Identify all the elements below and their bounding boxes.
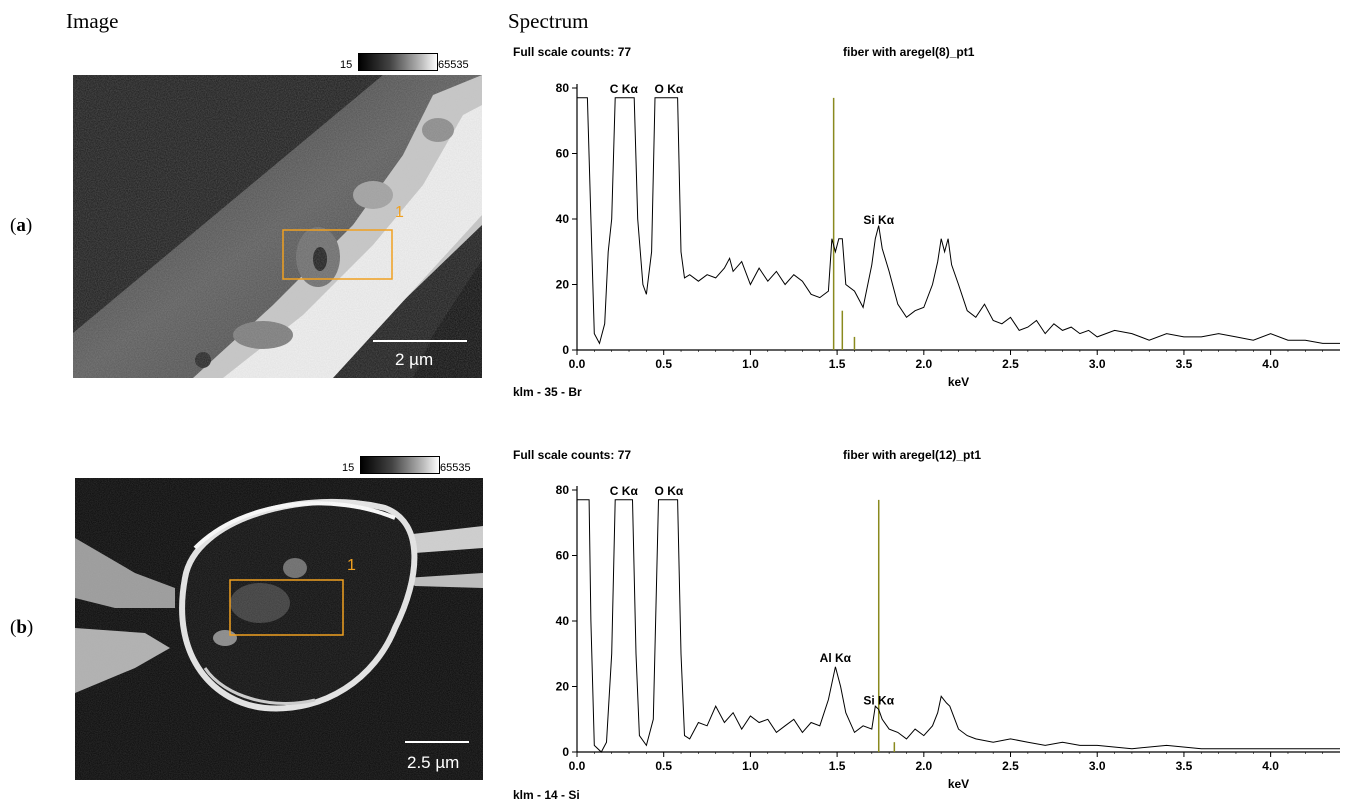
x-tick-label: 1.5 (829, 357, 846, 371)
x-tick-label: 0.0 (569, 357, 586, 371)
y-tick-label: 20 (556, 278, 570, 292)
x-tick-label: 0.5 (655, 759, 672, 773)
image-column-header: Image (66, 9, 119, 33)
x-tick-label: 2.0 (915, 759, 932, 773)
x-tick-label: 2.0 (915, 357, 932, 371)
x-tick-label: 4.0 (1262, 759, 1279, 773)
panel-b-roi-label: 1 (347, 557, 356, 574)
x-axis-label: keV (948, 375, 969, 389)
peak-label: Si Kα (863, 693, 894, 707)
x-tick-label: 4.0 (1262, 357, 1279, 371)
y-tick-label: 20 (556, 680, 570, 694)
panel-a-roi-label: 1 (395, 204, 404, 221)
x-tick-label: 0.0 (569, 759, 586, 773)
panel-b-spectrum-title: fiber with aregel(12)_pt1 (843, 448, 982, 462)
peak-label: Si Kα (863, 213, 894, 227)
panel-a-full-scale: Full scale counts: 77 (513, 45, 632, 59)
panel-a-klm-label: klm - 35 - Br (513, 385, 582, 399)
peak-label: O Kα (655, 484, 684, 498)
panel-b-roi-box (229, 579, 344, 636)
panel-b-label: (b) (10, 617, 34, 638)
x-tick-label: 3.5 (1176, 357, 1193, 371)
y-tick-label: 60 (556, 147, 570, 161)
panel-b-scale-label: 2.5 µm (407, 753, 459, 772)
panel-b-gray-scale (360, 456, 440, 474)
x-tick-label: 2.5 (1002, 357, 1019, 371)
x-axis-label: keV (948, 777, 969, 791)
panel-b-full-scale: Full scale counts: 77 (513, 448, 632, 462)
sem-image-a: 1 2 µm (73, 75, 482, 378)
panel-a-label: (a) (10, 215, 33, 236)
peak-label: C Kα (610, 82, 639, 96)
x-tick-label: 1.0 (742, 759, 759, 773)
panel-a-spectrum-title: fiber with aregel(8)_pt1 (843, 45, 975, 59)
panel-a-scale-label: 2 µm (395, 350, 433, 369)
spectrum-trace (577, 97, 1340, 345)
panel-b-gray-max: 65535 (440, 462, 471, 474)
y-tick-label: 0 (562, 343, 569, 357)
sem-image-b: 1 2.5 µm (75, 478, 483, 780)
panel-b-gray-min: 15 (342, 462, 355, 474)
y-tick-label: 0 (562, 745, 569, 759)
panel-a-gray-scale (358, 53, 438, 71)
x-tick-label: 3.0 (1089, 357, 1106, 371)
x-tick-label: 3.0 (1089, 759, 1106, 773)
peak-label: Al Kα (820, 651, 852, 665)
spectrum-chart-a: 0 20 40 60 80 0.0 0.5 1.0 1.5 2.0 2.5 3.0 3.5 4.0 keV C… (556, 81, 1340, 389)
panel-b-klm-label: klm - 14 - Si (513, 788, 580, 802)
x-tick-label: 3.5 (1176, 759, 1193, 773)
y-tick-label: 80 (556, 81, 570, 95)
spectrum-chart-b: 0 20 40 60 80 0.0 0.5 1.0 1.5 2.0 2.5 3.0 3.5 4.0 keV C… (556, 483, 1340, 791)
panel-a-gray-max: 65535 (438, 59, 469, 71)
spectrum-trace (577, 499, 1340, 753)
y-tick-label: 40 (556, 614, 570, 628)
y-tick-label: 40 (556, 212, 570, 226)
peak-label: O Kα (655, 82, 684, 96)
peak-label: C Kα (610, 484, 639, 498)
x-tick-label: 1.5 (829, 759, 846, 773)
y-tick-label: 80 (556, 483, 570, 497)
spectrum-column-header: Spectrum (508, 9, 589, 33)
panel-a-roi-box (282, 229, 393, 280)
x-tick-label: 2.5 (1002, 759, 1019, 773)
panel-a-gray-min: 15 (340, 59, 353, 71)
x-tick-label: 0.5 (655, 357, 672, 371)
x-tick-label: 1.0 (742, 357, 759, 371)
y-tick-label: 60 (556, 549, 570, 563)
